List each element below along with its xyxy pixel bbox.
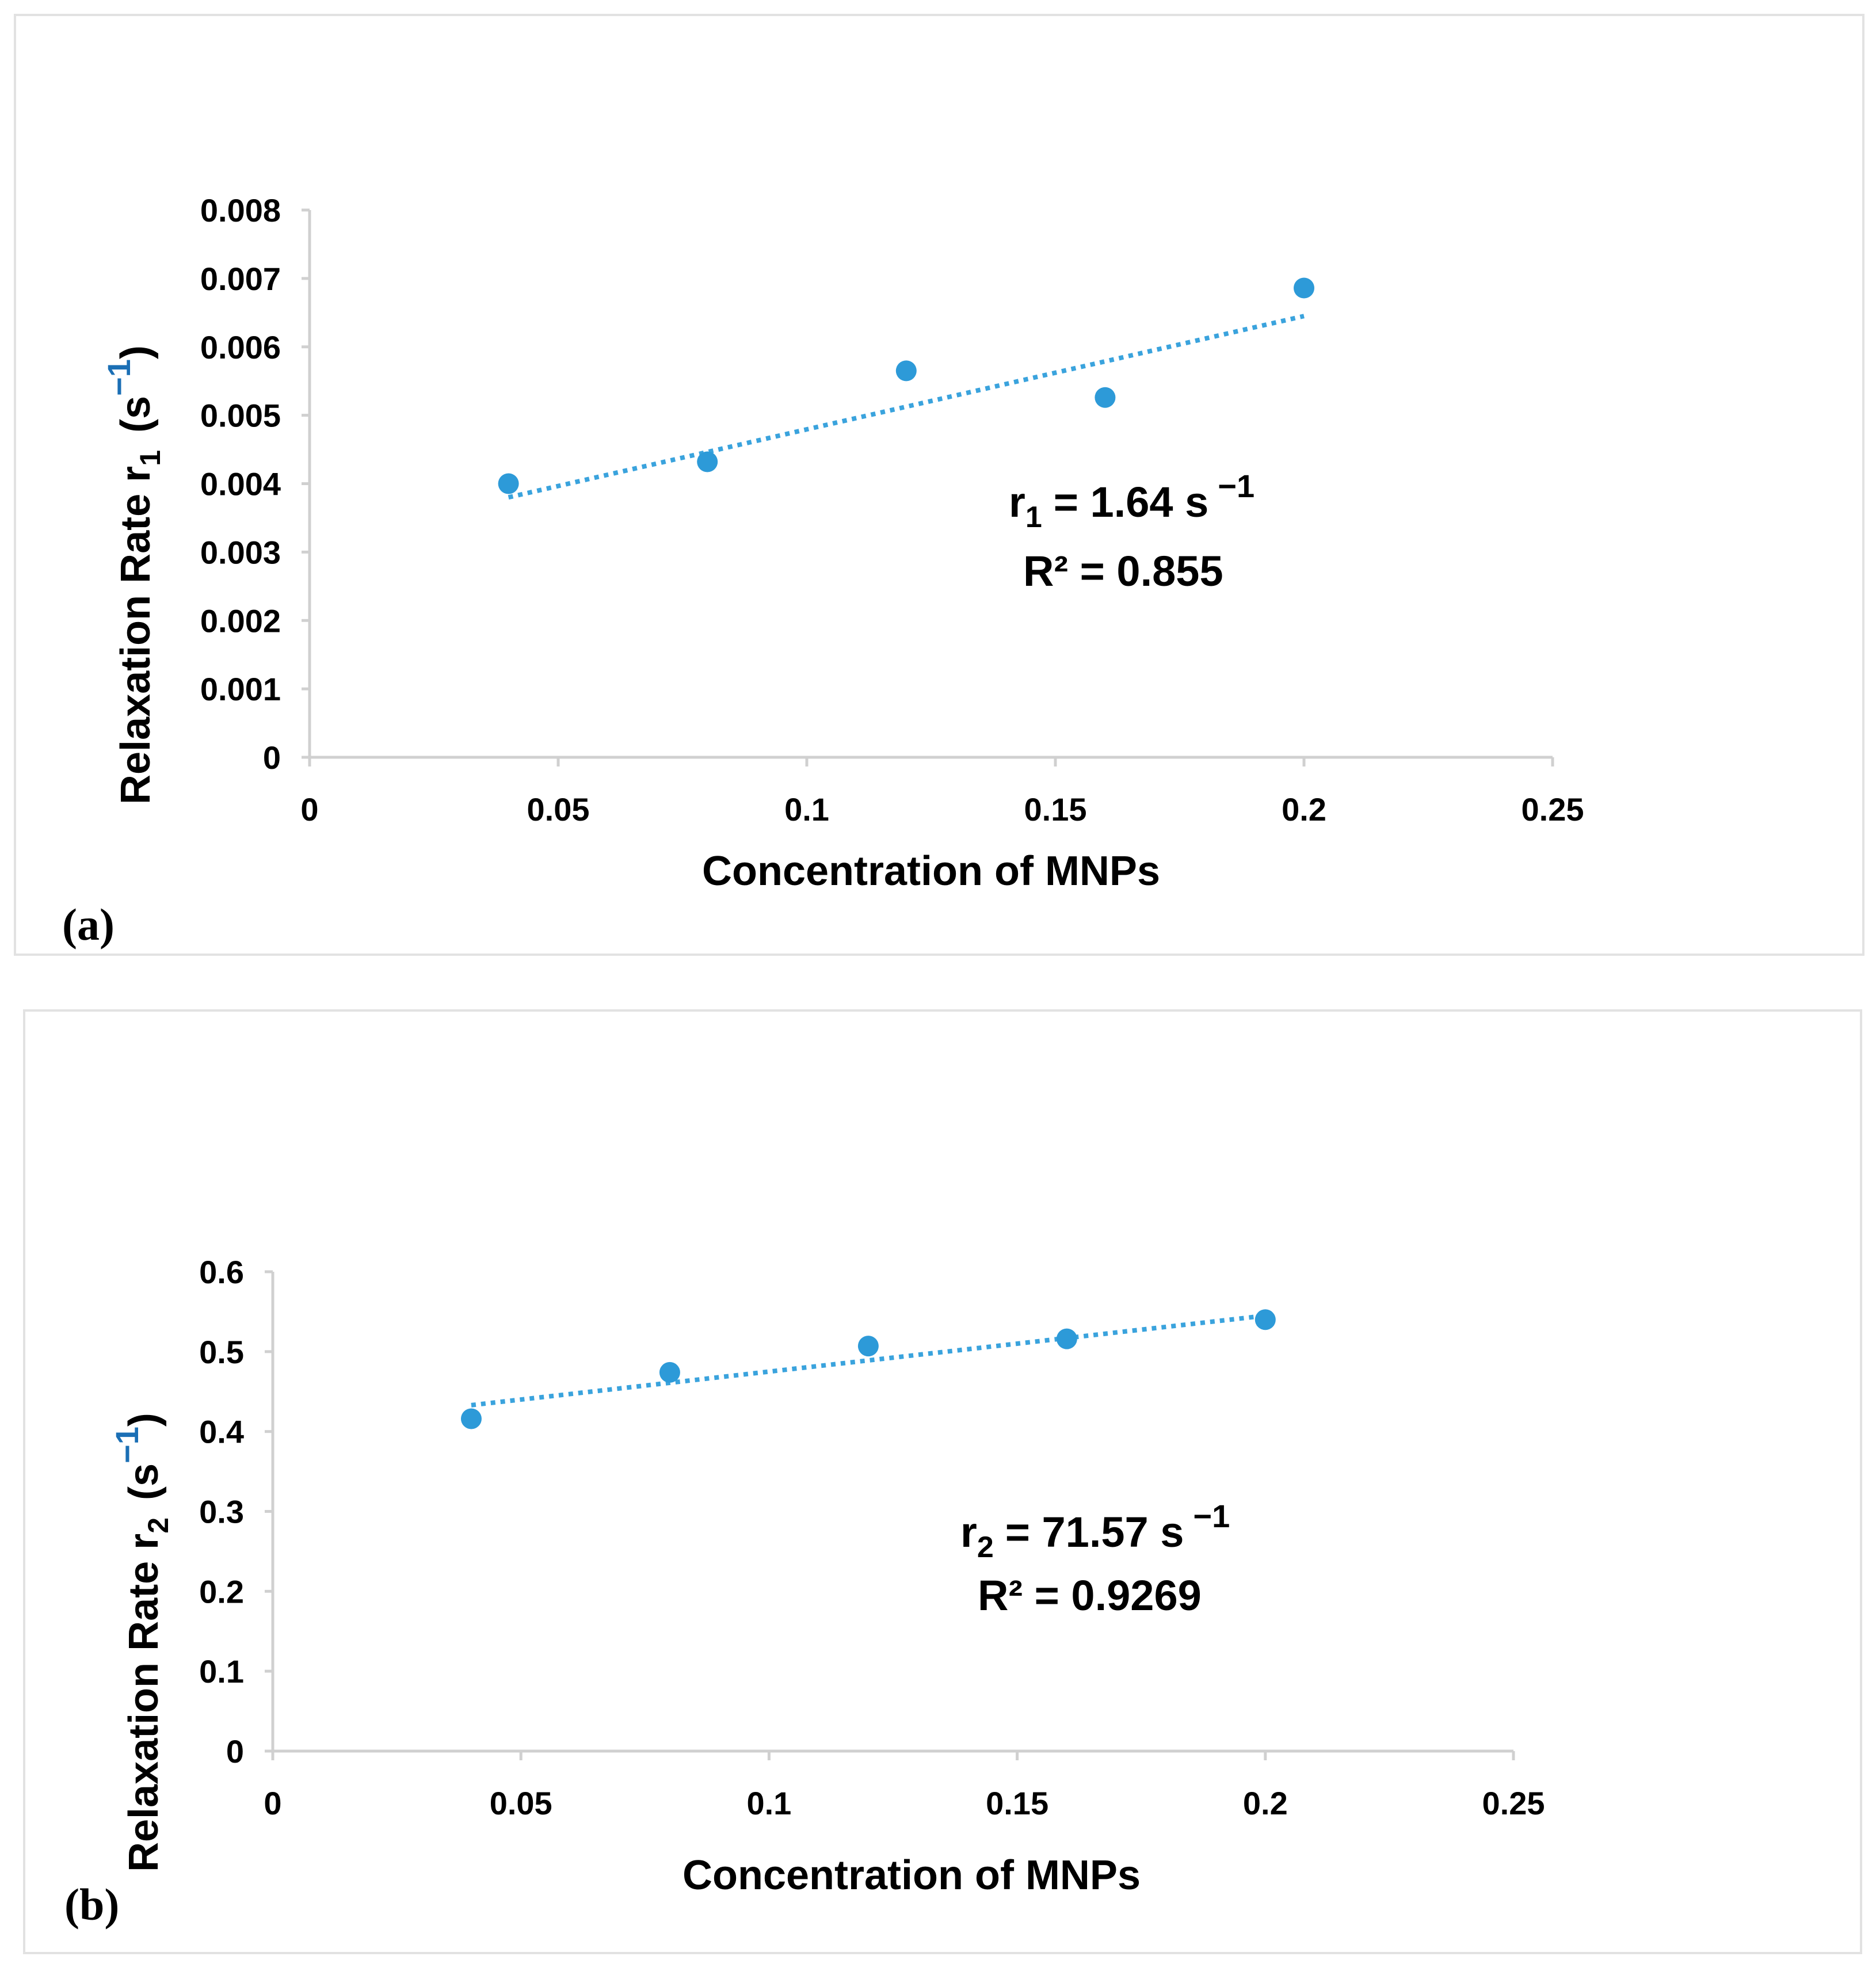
- chart-a-y-axis-title: Relaxation Rate r1(s−1): [101, 345, 166, 804]
- chart-a-svg: 0 0.05 0.1 0.15 0.2 0.25 0 0.001 0.002 0.003 0.00…: [62, 192, 1584, 949]
- a-data-point: [1294, 277, 1314, 299]
- b-data-point: [857, 1336, 879, 1357]
- panel-label-b: (b): [64, 1879, 119, 1929]
- panel-label-a: (a): [62, 899, 115, 949]
- a-data-point: [895, 360, 917, 382]
- a-x-tick-label: 0.1: [784, 791, 829, 827]
- a-data-point: [697, 451, 718, 472]
- chart-panel-b: 0 0.05 0.1 0.15 0.2 0.25 0 0.1 0.2 0.3 0.4 0.5 0.6 …: [23, 1009, 1862, 1954]
- a-y-tick-label: 0.003: [200, 534, 281, 570]
- b-x-tick-label: 0.15: [986, 1785, 1048, 1821]
- b-data-point: [1056, 1328, 1077, 1349]
- b-y-tick-label: 0.2: [199, 1573, 244, 1610]
- a-y-tick-label: 0.004: [200, 466, 281, 502]
- b-y-tick-label: 0.4: [199, 1414, 244, 1450]
- b-data-point: [460, 1408, 482, 1429]
- a-data-point: [498, 473, 519, 494]
- b-y-tick-label: 0: [226, 1733, 244, 1769]
- b-x-tick-label: 0.05: [490, 1785, 552, 1821]
- b-y-tick-label: 0.6: [199, 1254, 244, 1290]
- a-x-tick-label: 0: [300, 791, 318, 827]
- chart-a-x-axis-title: Concentration of MNPs: [702, 848, 1160, 894]
- chart-b-trendline: [471, 1313, 1266, 1408]
- a-y-tick-label: 0.005: [200, 398, 281, 434]
- a-y-tick-label: 0.008: [200, 192, 281, 228]
- chart-b-equation: r2 = 71.57 s −1: [960, 1498, 1230, 1564]
- a-data-point: [1095, 387, 1116, 408]
- a-y-tick-label: 0.007: [200, 261, 281, 297]
- a-x-tick-label: 0.05: [527, 791, 590, 827]
- b-x-tick-label: 0: [264, 1785, 281, 1821]
- a-y-tick-label: 0.002: [200, 602, 281, 639]
- b-y-tick-label: 0.3: [199, 1494, 244, 1530]
- b-x-tick-label: 0.25: [1482, 1785, 1545, 1821]
- a-y-tick-label: 0: [263, 739, 281, 776]
- a-x-tick-label: 0.2: [1282, 791, 1326, 827]
- a-y-tick-label: 0.001: [200, 671, 281, 707]
- chart-b-x-axis-title: Concentration of MNPs: [682, 1852, 1141, 1898]
- chart-a-trendline: [508, 314, 1305, 500]
- b-y-tick-label: 0.1: [199, 1653, 244, 1690]
- b-x-tick-label: 0.2: [1243, 1785, 1288, 1821]
- a-x-tick-label: 0.25: [1522, 791, 1584, 827]
- a-x-tick-label: 0.15: [1024, 791, 1087, 827]
- chart-b-r-squared: R² = 0.9269: [978, 1572, 1202, 1619]
- b-data-point: [659, 1362, 680, 1383]
- b-data-point: [1255, 1309, 1276, 1330]
- a-y-tick-label: 0.006: [200, 329, 281, 365]
- chart-a-r-squared: R² = 0.855: [1023, 547, 1223, 595]
- b-y-tick-label: 0.5: [199, 1334, 244, 1370]
- chart-panel-a: 0 0.05 0.1 0.15 0.2 0.25 0 0.001 0.002 0.003 0.00…: [14, 14, 1864, 956]
- b-x-tick-label: 0.1: [746, 1785, 791, 1821]
- chart-a-equation: r1 = 1.64 s −1: [1009, 468, 1255, 534]
- chart-b-svg: 0 0.05 0.1 0.15 0.2 0.25 00.10.20.30.40.50.6 …: [64, 1254, 1545, 1929]
- chart-b-y-axis-title: Relaxation Rate r2(s−1): [109, 1413, 174, 1872]
